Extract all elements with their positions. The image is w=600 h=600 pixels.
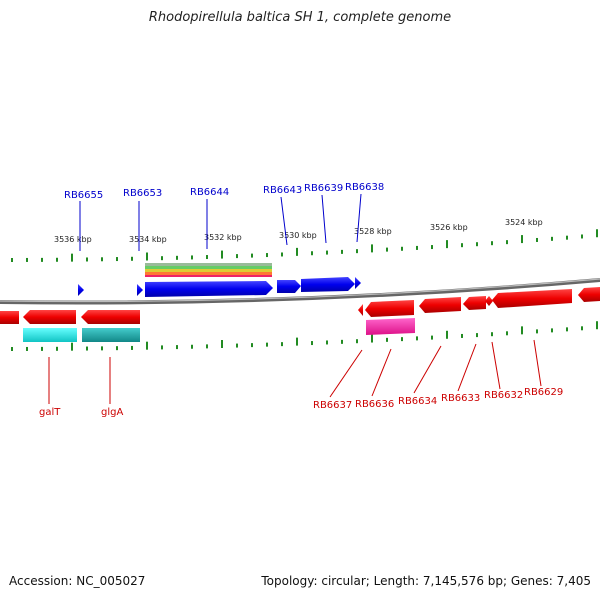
scale-label-3524: 3524 kbp (505, 218, 543, 227)
lower-scale-ticks (11, 321, 598, 351)
gene-label-rb6636[interactable]: RB6636 (355, 399, 394, 410)
scale-label-3530: 3530 kbp (279, 231, 317, 240)
gene-label-rb6637[interactable]: RB6637 (313, 400, 352, 411)
gene-arrow-rb6632[interactable] (485, 296, 493, 306)
gene-label-rb6644[interactable]: RB6644 (190, 187, 229, 198)
scale-label-3528: 3528 kbp (354, 227, 392, 236)
feature-teal-glga[interactable] (82, 328, 140, 342)
gene-arrow-rb6636[interactable] (365, 300, 414, 317)
scale-label-3532: 3532 kbp (204, 233, 242, 242)
gene-arrow-rb6633[interactable] (463, 296, 486, 310)
bottom-leader-lines (48, 339, 542, 404)
scale-label-3534: 3534 kbp (129, 235, 167, 244)
gene-arrow-galt[interactable] (23, 310, 76, 324)
gene-label-rb6633[interactable]: RB6633 (441, 393, 480, 404)
gene-arrow-rb6644[interactable] (145, 281, 273, 297)
genome-backbone (0, 278, 600, 305)
gene-arrow-rb6629[interactable] (492, 289, 572, 308)
gene-label-rb6629[interactable]: RB6629 (524, 387, 563, 398)
gene-label-glga[interactable]: glgA (101, 407, 123, 418)
gene-arrow-right-edge[interactable] (578, 287, 600, 302)
feature-stripes[interactable] (145, 263, 272, 277)
gene-label-rb6653[interactable]: RB6653 (123, 188, 162, 199)
gene-label-rb6643[interactable]: RB6643 (263, 185, 302, 196)
scale-label-3536: 3536 kbp (54, 235, 92, 244)
gene-arrow-rb6637[interactable] (358, 304, 363, 316)
gene-arrow-rb6655[interactable] (78, 284, 84, 296)
scale-label-3526: 3526 kbp (430, 223, 468, 232)
gene-arrow-rb6643[interactable] (277, 280, 301, 293)
feature-cyan-galt[interactable] (23, 328, 77, 342)
gene-label-galt[interactable]: galT (39, 407, 61, 418)
reverse-genes (0, 287, 600, 324)
gene-label-rb6634[interactable]: RB6634 (398, 396, 437, 407)
gene-label-rb6639[interactable]: RB6639 (304, 183, 343, 194)
gene-arrow-glga[interactable] (81, 310, 140, 324)
feature-magenta[interactable] (366, 318, 415, 335)
map-title: Rhodopirellula baltica SH 1, complete ge… (148, 10, 452, 25)
gene-arrow-left-edge[interactable] (0, 311, 19, 324)
gene-label-rb6655[interactable]: RB6655 (64, 190, 103, 201)
gene-arrow-rb6634[interactable] (419, 297, 461, 313)
topology-summary: Topology: circular; Length: 7,145,576 bp… (261, 574, 591, 588)
gene-arrow-rb6639[interactable] (301, 277, 355, 292)
gene-label-rb6638[interactable]: RB6638 (345, 182, 384, 193)
upper-scale-ticks (11, 229, 598, 262)
gene-arrow-rb6638[interactable] (355, 277, 361, 289)
gene-arrow-rb6653-start[interactable] (137, 284, 143, 296)
forward-genes (78, 277, 361, 297)
gene-label-rb6632[interactable]: RB6632 (484, 390, 523, 401)
top-leader-lines (79, 193, 362, 251)
accession-text: Accession: NC_005027 (9, 574, 146, 588)
